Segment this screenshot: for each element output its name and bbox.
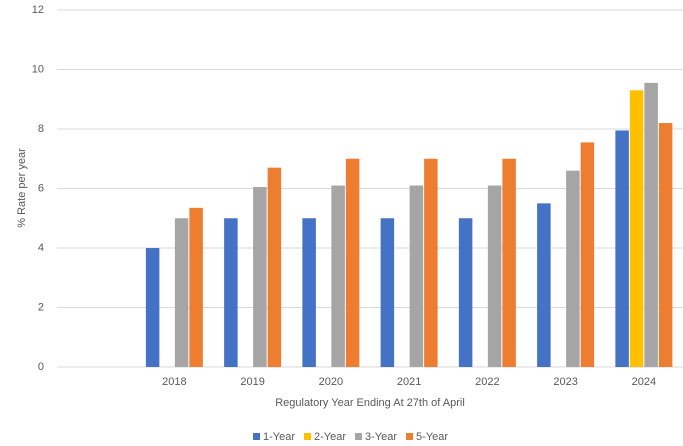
x-axis-title: Regulatory Year Ending At 27th of April [275,397,465,409]
bar [409,185,424,367]
x-tick-label: 2021 [397,376,421,388]
bar [487,185,502,367]
y-tick-label: 2 [38,301,44,313]
bar [566,170,580,367]
bar [644,82,658,367]
bar [580,142,595,367]
legend-label: 2-Year [314,431,346,443]
bar [302,218,316,367]
x-tick-label: 2019 [240,376,264,388]
y-tick-label: 6 [38,182,44,194]
bar [345,158,360,367]
bar [458,218,473,367]
bar [224,218,238,367]
bar [424,158,438,367]
legend-label: 3-Year [365,431,397,443]
legend-label: 5-Year [416,431,448,443]
bar [615,130,629,367]
bar [174,218,189,367]
x-tick-label: 2023 [553,376,577,388]
legend-label: 1-Year [263,431,295,443]
x-tick-label: 2024 [632,376,656,388]
bar [380,218,395,367]
bar [658,123,673,367]
y-tick-label: 0 [38,361,44,373]
y-tick-label: 10 [32,63,44,75]
x-tick-label: 2020 [319,376,343,388]
x-tick-label: 2022 [475,376,499,388]
bar [537,203,551,367]
bar [253,187,267,367]
bar [267,167,282,367]
bar [502,158,516,367]
y-axis-title: % Rate per year [16,148,28,228]
x-tick-label: 2018 [162,376,186,388]
y-tick-label: 8 [38,123,44,135]
y-tick-label: 4 [38,242,44,254]
bar [629,90,644,367]
legend-swatch [406,433,414,440]
y-tick-label: 12 [32,4,44,16]
bar [331,185,345,367]
bar [189,207,203,367]
bar [145,248,160,367]
legend-swatch [253,433,260,440]
legend-swatch [355,433,363,440]
legend-swatch [304,433,312,440]
